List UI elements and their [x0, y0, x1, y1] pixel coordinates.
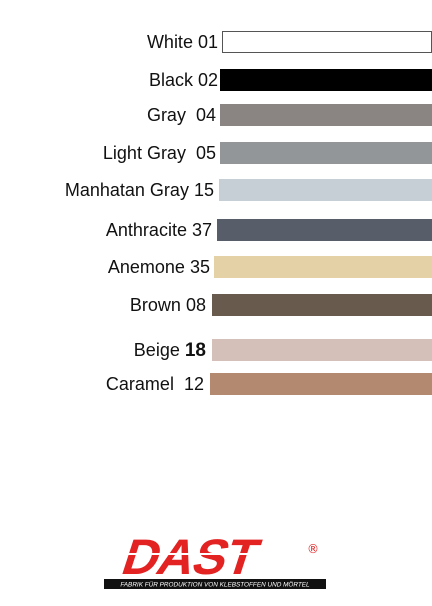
- swatch-beige: [212, 339, 432, 361]
- swatch-label: Black 02: [148, 70, 218, 90]
- swatch-caramel: [210, 373, 432, 395]
- swatch-gray: [220, 104, 432, 126]
- swatch-brown: [212, 294, 432, 316]
- swatch-row-white: White 01: [0, 30, 432, 54]
- swatch-light-gray: [220, 142, 432, 164]
- swatch-label: White 01: [146, 32, 218, 52]
- swatch-label: Brown 08: [129, 295, 206, 315]
- swatch-label: Gray 04: [146, 105, 216, 125]
- swatch-anemone: [214, 256, 432, 278]
- swatch-row-brown: Brown 08: [0, 293, 432, 317]
- swatch-row-anemone: Anemone 35: [0, 255, 432, 279]
- swatch-white: [222, 31, 432, 53]
- logo-tagline: FABRIK FÜR PRODUKTION VON KLEBSTOFFEN UN…: [120, 581, 310, 589]
- swatch-row-light-gray: Light Gray 05: [0, 141, 432, 165]
- swatch-row-caramel: Caramel 12: [0, 372, 432, 396]
- swatch-label: Caramel 12: [105, 374, 204, 394]
- swatch-label: Anthracite 37: [105, 220, 212, 240]
- swatch-row-anthracite: Anthracite 37: [0, 218, 432, 242]
- swatch-label: Light Gray 05: [102, 143, 216, 163]
- swatch-row-beige: Beige 18: [0, 338, 432, 362]
- swatch-label: Anemone 35: [107, 257, 210, 277]
- swatch-row-manhatan-gray: Manhatan Gray 15: [0, 178, 432, 202]
- swatch-row-black: Black 02: [0, 68, 432, 92]
- swatch-anthracite: [217, 219, 432, 241]
- swatch-label: Beige 18: [133, 340, 206, 361]
- swatch-manhatan-gray: [219, 179, 432, 201]
- swatch-row-gray: Gray 04: [0, 103, 432, 127]
- swatch-black: [220, 69, 432, 91]
- dast-logo-wordmark: DAST: [116, 529, 267, 585]
- swatch-label: Manhatan Gray 15: [64, 180, 214, 200]
- registered-mark: ®: [307, 542, 319, 556]
- tagline-bar: [104, 579, 326, 589]
- dast-logo: DAST ® FABRIK FÜR PRODUKTION VON KLEBSTO…: [104, 529, 326, 589]
